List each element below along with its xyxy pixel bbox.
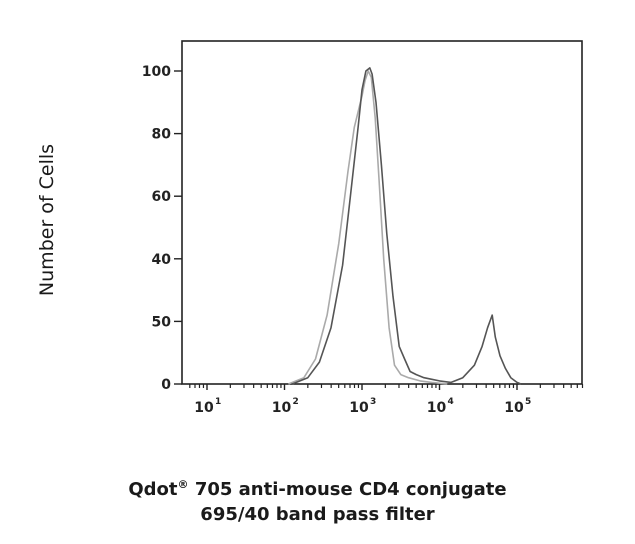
x-tick-label: 10 [349,400,369,416]
y-tick-label: 0 [161,377,171,393]
y-axis-title-box: Number of Cells [22,100,72,340]
x-tick-exponent: 4 [448,397,454,407]
x-axis: 10 1 10 2 10 3 10 4 10 5 [189,384,584,416]
y-tick-label: 60 [152,189,172,205]
histogram-series [288,70,448,385]
x-tick-label: 10 [504,400,524,416]
x-tick-exponent: 3 [370,397,376,407]
x-tick-label: 10 [427,400,447,416]
x-tick-exponent: 1 [215,397,221,407]
plot-frame [181,40,583,385]
x-tick-exponent: 2 [293,397,299,407]
y-axis: 0 50 40 60 80 100 [142,64,182,393]
histogram-series [291,67,522,385]
x-axis-title-line2: 695/40 band pass filter [200,504,435,525]
y-tick-label: 50 [152,314,172,330]
x-axis-title-prefix: Qdot [128,479,178,500]
registered-mark: ® [177,478,189,491]
series-layer [288,67,522,385]
x-tick-label: 10 [272,400,292,416]
y-tick-label: 40 [152,252,172,268]
x-tick-label: 10 [194,400,214,416]
x-axis-title-suffix: 705 anti-mouse CD4 conjugate [188,479,507,500]
y-tick-label: 100 [142,64,171,80]
y-axis-title: Number of Cells [36,143,58,297]
x-tick-exponent: 5 [525,397,531,407]
y-tick-label: 80 [152,127,172,143]
x-axis-title-line1: Qdot® 705 anti-mouse CD4 conjugate [0,470,635,505]
